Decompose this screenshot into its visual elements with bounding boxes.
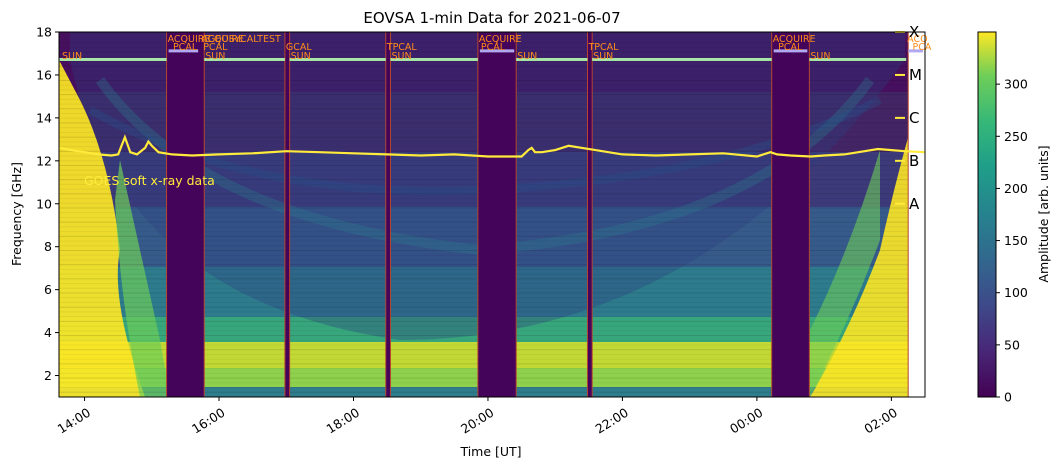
x-tick-label: 18:00 (324, 405, 363, 437)
colorbar-ticks: 0 50 100 150 200 250 300 (996, 77, 1028, 405)
y-tick-label: 6 (44, 282, 52, 297)
scan-annotation-label: SUN (517, 51, 537, 62)
scan-annotation-label: PCAL (481, 42, 506, 53)
scan-annotation-label: PCA (913, 42, 932, 53)
scan-annotation-label: ACQUIRE (201, 34, 244, 45)
y-axis-label: Frequency [GHz] (9, 162, 24, 266)
colorbar-tick-label: 150 (1004, 233, 1028, 248)
scan-annotation-label: GEOSYCALTEST (208, 34, 281, 45)
y-tick-label: 10 (36, 196, 52, 211)
scan-annotation-label: ACQ (907, 34, 927, 45)
y-tick-label: 12 (36, 153, 52, 168)
colorbar-tick-label: 0 (1004, 390, 1012, 405)
scan-annotation-label: GCAL (286, 42, 312, 53)
observing-gaps (166, 32, 925, 397)
observing-gap (477, 32, 517, 397)
observing-gap (587, 32, 593, 397)
x-tick-label: 02:00 (861, 405, 900, 437)
goes-class-label: B (909, 152, 919, 170)
sun-scan-bar (516, 57, 588, 61)
chart-title: EOVSA 1-min Data for 2021-06-07 (363, 9, 620, 27)
end-of-data-region (908, 32, 925, 397)
goes-class-label: M (909, 66, 922, 84)
pcal-scan-bar (168, 49, 199, 53)
scan-annotation-label: SUN (205, 51, 225, 62)
x-tick-label: 20:00 (458, 405, 497, 437)
y-tick-label: 2 (44, 368, 52, 383)
scan-annotation-label: ACQUIRE (773, 34, 816, 45)
pcal-scan-bar (479, 49, 515, 53)
pcal-scan-bar (773, 49, 808, 53)
y-axis: 2 4 6 8 10 12 14 16 18 (36, 25, 59, 383)
sun-scan-bar (204, 57, 285, 61)
x-axis-label: Time [UT] (459, 444, 521, 459)
plot-frame (58, 31, 926, 398)
scan-annotation-label: PCAL (173, 42, 198, 53)
scan-annotation-label: SUN (810, 51, 830, 62)
colorbar-tick-label: 100 (1004, 285, 1028, 300)
colorbar-tick-label: 200 (1004, 181, 1028, 196)
y-tick-label: 16 (36, 67, 52, 82)
scan-annotation-label: SUN (593, 51, 613, 62)
colorbar-label: Amplitude [arb. units] (1036, 145, 1051, 282)
observing-gap (166, 32, 205, 397)
scan-annotation-label: ACQUIRE (479, 34, 522, 45)
goes-label: GOES soft x-ray data (84, 173, 215, 188)
x-tick-label: 14:00 (55, 405, 94, 437)
pcal-scan-bar (908, 49, 923, 53)
goes-class-label: A (909, 195, 920, 213)
sun-scan-bar (289, 57, 386, 61)
scan-annotation-label: PCAL (778, 42, 803, 53)
x-tick-label: 16:00 (189, 405, 228, 437)
y-tick-label: 18 (36, 25, 52, 40)
scan-annotation-label: ACQUIRE (168, 34, 211, 45)
y-tick-label: 4 (44, 325, 52, 340)
scan-annotation-label: TPCAL (386, 42, 418, 53)
scan-annotation-label: TPCAL (587, 42, 619, 53)
colorbar-tick-label: 50 (1004, 337, 1020, 352)
observing-gap (771, 32, 810, 397)
y-tick-label: 14 (36, 110, 52, 125)
x-tick-label: 22:00 (592, 405, 631, 437)
sun-scan-bar (390, 57, 478, 61)
x-axis: 14:00 16:00 18:00 20:00 22:00 00:00 02:00 (55, 397, 900, 437)
goes-xray-curve (58, 134, 926, 158)
sun-scan-bar (592, 57, 772, 61)
spectrogram-plot-area (59, 32, 925, 397)
sun-scan-bar (809, 57, 907, 61)
sun-scan-bar (59, 57, 167, 61)
colorbar-tick-label: 300 (1004, 77, 1028, 92)
colorbar: 0 50 100 150 200 250 300 Amplitude [arb. units… (977, 31, 1051, 405)
observing-gap (284, 32, 290, 397)
goes-class-label: C (909, 109, 919, 127)
scan-annotation-label: PCAL (203, 42, 228, 53)
scan-annotation-label: SUN (291, 51, 311, 62)
x-tick-label: 00:00 (727, 405, 766, 437)
colorbar-gradient (977, 31, 997, 398)
y-tick-label: 8 (44, 239, 52, 254)
scan-annotation-label: SUN (391, 51, 411, 62)
scan-annotation-label: SUN (62, 51, 82, 62)
observing-gap (385, 32, 391, 397)
sun-scan-bars (59, 49, 923, 61)
colorbar-tick-label: 250 (1004, 129, 1028, 144)
scan-annotation-labels: SUNACQUIREPCALACQUIREPCALSUNGEOSYCALTEST… (62, 34, 932, 62)
